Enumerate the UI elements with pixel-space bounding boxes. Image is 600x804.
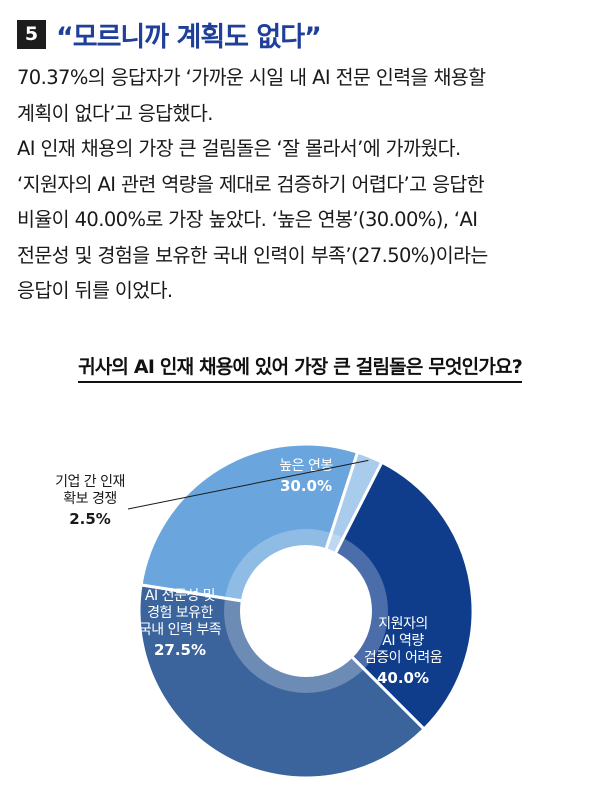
- section-number-badge: 5: [17, 19, 46, 49]
- donut-hole: [240, 545, 372, 677]
- slice-value-3: 27.5%: [154, 641, 206, 659]
- slice-label-2: 검증이 어려움: [364, 650, 443, 666]
- body-paragraph-2: AI 인재 채용의 가장 큰 걸림돌은 ‘잘 몰라서’에 가까웠다. ‘지원자의…: [17, 137, 488, 302]
- slice-label-4: 기업 간 인재: [55, 474, 125, 490]
- chart-title: 귀사의 AI 인재 채용에 있어 가장 큰 걸림돌은 무엇인가요?: [78, 356, 523, 383]
- chart-title-wrap: 귀사의 AI 인재 채용에 있어 가장 큰 걸림돌은 무엇인가요?: [0, 352, 600, 383]
- slice-value-2: 40.0%: [377, 669, 429, 687]
- slice-label-3: AI 전문성 및: [145, 588, 215, 604]
- slice-label-2: AI 역량: [382, 633, 424, 649]
- body-text: 70.37%의 응답자가 ‘가까운 시일 내 AI 전문 인력을 채용할 계획이…: [17, 60, 592, 309]
- slice-label-2: 지원자의: [378, 616, 428, 632]
- slice-label-4: 확보 경쟁: [63, 491, 116, 507]
- slice-label-3: 경험 보유한: [147, 605, 213, 621]
- slice-value-1: 30.0%: [280, 477, 332, 495]
- body-paragraph-1: 70.37%의 응답자가 ‘가까운 시일 내 AI 전문 인력을 채용할 계획이…: [17, 66, 486, 125]
- leader-line: [127, 459, 369, 510]
- pie-slice-1: [304, 460, 475, 732]
- slice-value-4: 2.5%: [69, 510, 111, 528]
- slice-label-1: 높은 연봉: [279, 458, 333, 474]
- pie-slice-2: [137, 583, 427, 780]
- slice-label-3: 국내 인력 부족: [139, 622, 222, 638]
- section-title: “모르니까 계획도 없다”: [56, 21, 322, 53]
- section-header: 5 “모르니까 계획도 없다”: [17, 14, 322, 54]
